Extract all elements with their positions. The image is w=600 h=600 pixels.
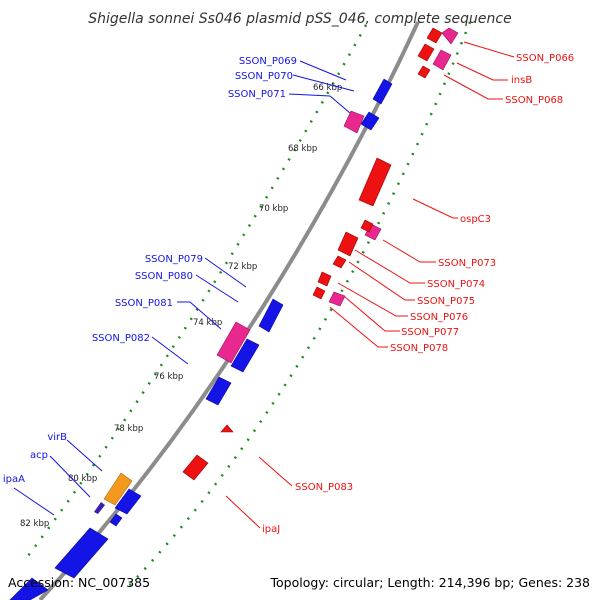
gene-label-left: SSON_P079 — [145, 254, 203, 265]
leader-line — [151, 336, 189, 365]
leader-line — [225, 495, 261, 529]
gene-ipaj — [182, 454, 209, 481]
gene-virb-fwd — [114, 488, 142, 515]
gene-sson-p066-pseudo — [441, 27, 459, 45]
leader-line — [382, 239, 436, 263]
gene-insb — [417, 43, 435, 62]
gene-sson-p081-fwd — [258, 298, 284, 333]
gene-ospc3 — [358, 157, 392, 207]
leader-line — [66, 439, 103, 472]
leader-line — [337, 282, 408, 317]
scale-label: 66 kbp — [313, 83, 342, 93]
gene-label-right: SSON_P066 — [516, 53, 574, 64]
gene-sson-p073-rev — [360, 219, 374, 233]
gene-sson-p075b — [317, 271, 332, 287]
inner-scale-ring — [124, 21, 472, 591]
leader-line — [292, 74, 355, 92]
gene-label-left: SSON_P070 — [235, 71, 293, 82]
gene-acp-fwd — [109, 513, 123, 527]
scale-label: 70 kbp — [259, 204, 288, 214]
gene-sson-p071 — [343, 110, 365, 134]
outer-scale-ring — [23, 24, 368, 561]
gene-sson-p081 — [216, 321, 251, 364]
gene-label-right: ipaJ — [262, 524, 280, 535]
gene-label-left: SSON_P081 — [115, 298, 173, 309]
leader-line — [354, 249, 425, 284]
leader-line — [344, 296, 400, 332]
gene-sson-p070 — [372, 78, 393, 105]
gene-label-left: SSON_P069 — [239, 56, 297, 67]
gene-virb — [103, 472, 133, 506]
gene-label-right: SSON_P076 — [410, 312, 468, 323]
gene-sson-p082 — [230, 338, 260, 373]
gene-sson-p076 — [328, 291, 346, 307]
gene-label-left: SSON_P082 — [92, 333, 150, 344]
gene-label-right: SSON_P077 — [401, 327, 459, 338]
scale-label: 80 kbp — [68, 474, 97, 484]
leader-line — [258, 456, 293, 487]
leader-line — [412, 198, 458, 219]
gene-sson-p068-pseudo — [432, 49, 452, 71]
leader-line — [195, 274, 239, 303]
gene-sson-p068 — [417, 65, 431, 79]
gene-label-left: SSON_P071 — [228, 89, 286, 100]
leader-line — [456, 62, 508, 81]
gene-sson-p074 — [337, 231, 359, 257]
leader-line — [463, 41, 515, 58]
leader-line — [443, 74, 503, 100]
leader-line — [348, 261, 415, 301]
gene-label-right: SSON_P074 — [427, 279, 485, 290]
leader-line — [329, 306, 388, 348]
gene-label-right: ospC3 — [460, 214, 491, 225]
gene-ipaa — [54, 527, 109, 579]
gene-label-right: SSON_P083 — [295, 482, 353, 493]
scale-label: 72 kbp — [228, 262, 257, 272]
gene-sson-p077 — [312, 286, 326, 300]
gene-sson-p083 — [220, 424, 234, 433]
leader-line — [177, 301, 222, 330]
scale-label: 82 kbp — [20, 519, 49, 529]
gene-label-left: SSON_P080 — [135, 271, 193, 282]
scale-label: 76 kbp — [154, 372, 183, 382]
scale-label: 74 kbp — [193, 318, 222, 328]
gene-label-left: acp — [30, 450, 48, 461]
map-title: Shigella sonnei Ss046 plasmid pSS_046, c… — [88, 11, 511, 27]
gene-sson-p075 — [332, 255, 347, 269]
leader-line — [49, 455, 91, 498]
scale-label: 78 kbp — [114, 424, 143, 434]
leader-line — [288, 93, 351, 114]
accession-text: Accession: NC_007385 — [8, 575, 150, 590]
leader-line — [299, 60, 347, 81]
gene-label-right: insB — [511, 75, 532, 86]
gene-label-left: virB — [47, 432, 67, 443]
gene-sson-p071-fwd — [360, 111, 380, 131]
gene-ipaa-b — [9, 577, 49, 600]
gene-acp — [94, 502, 105, 514]
scale-label: 68 kbp — [288, 144, 317, 154]
gene-label-right: SSON_P075 — [417, 296, 475, 307]
leader-line — [13, 487, 55, 516]
gene-label-right: SSON_P078 — [390, 343, 448, 354]
gene-sson-p066 — [426, 27, 443, 44]
gene-sson-p082b — [205, 376, 232, 406]
gene-label-left: ipaA — [3, 474, 25, 485]
gene-label-right: SSON_P073 — [438, 258, 496, 269]
leader-line — [204, 257, 247, 288]
gene-label-right: SSON_P068 — [505, 95, 563, 106]
topology-text: Topology: circular; Length: 214,396 bp; … — [270, 575, 591, 590]
